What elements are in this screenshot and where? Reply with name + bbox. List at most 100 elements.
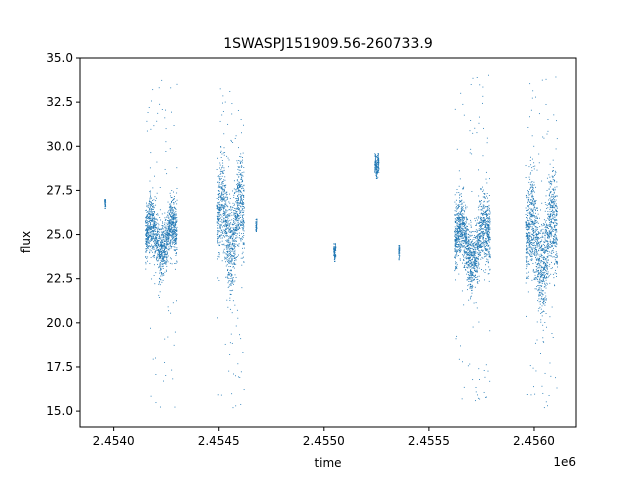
data-point (176, 167, 178, 169)
data-point (173, 215, 175, 216)
data-point (556, 239, 558, 241)
data-point (148, 217, 150, 219)
data-point (219, 220, 221, 222)
data-point (461, 218, 463, 220)
data-point (472, 286, 474, 288)
data-point (229, 193, 231, 195)
data-point (223, 133, 225, 135)
data-point (459, 193, 461, 195)
data-point (467, 257, 469, 259)
data-point (171, 246, 173, 248)
data-point (164, 260, 166, 262)
data-point (463, 232, 465, 234)
data-point (552, 193, 554, 195)
data-point (223, 208, 225, 210)
data-point (169, 223, 171, 225)
data-point (459, 259, 461, 261)
data-point (467, 242, 469, 244)
data-point (229, 342, 231, 344)
data-point (552, 241, 554, 243)
data-point (477, 282, 479, 284)
data-point (542, 274, 544, 276)
data-point (166, 254, 168, 256)
data-point (399, 250, 401, 252)
data-point (468, 258, 470, 260)
data-point (220, 197, 222, 199)
data-point (483, 219, 485, 221)
data-point (489, 228, 491, 230)
data-point (544, 235, 546, 237)
data-point (333, 254, 335, 256)
data-point (220, 193, 222, 195)
data-point (455, 279, 457, 281)
data-point (162, 222, 164, 224)
data-point (540, 241, 541, 242)
data-point (167, 238, 169, 240)
data-point (145, 263, 147, 265)
data-point (220, 237, 222, 239)
data-point (465, 237, 467, 239)
data-point (229, 354, 231, 355)
data-point (154, 218, 156, 219)
data-point (488, 225, 490, 227)
data-point (219, 88, 221, 90)
data-point (470, 148, 472, 150)
data-point (220, 204, 222, 206)
data-point (223, 220, 224, 222)
data-point (152, 222, 154, 224)
data-point (221, 197, 223, 198)
data-point (104, 206, 106, 208)
data-point (227, 217, 229, 219)
data-point (146, 231, 148, 233)
data-point (556, 261, 558, 263)
data-point (236, 180, 238, 182)
data-point (150, 214, 152, 216)
data-point (488, 253, 490, 255)
data-point (541, 239, 543, 241)
data-point (489, 219, 491, 221)
data-point (456, 238, 458, 240)
data-point (153, 237, 154, 239)
data-point (159, 256, 161, 258)
data-point (477, 261, 479, 263)
data-point (228, 231, 230, 233)
data-point (398, 247, 400, 249)
data-point (474, 127, 476, 129)
data-point (378, 158, 380, 160)
data-point (242, 218, 244, 220)
data-point (155, 233, 157, 235)
data-point (465, 240, 467, 242)
data-point (176, 253, 177, 255)
data-point (486, 137, 488, 139)
data-point (458, 185, 460, 187)
data-point (220, 234, 222, 236)
data-point (482, 236, 484, 238)
data-point (529, 244, 531, 246)
data-point (147, 247, 149, 249)
data-point (148, 232, 150, 234)
data-point (222, 102, 223, 104)
data-point (456, 225, 458, 227)
data-point (148, 234, 150, 236)
data-point (461, 235, 463, 237)
data-point (375, 161, 377, 163)
data-point (462, 216, 464, 218)
data-point (239, 163, 241, 164)
data-point (230, 275, 232, 277)
data-point (476, 247, 478, 249)
data-point (458, 212, 459, 214)
data-point (239, 182, 241, 183)
data-point (479, 225, 481, 227)
data-point (455, 338, 457, 340)
data-point (160, 231, 162, 233)
data-point (458, 240, 460, 242)
data-point (550, 245, 552, 247)
data-point (152, 220, 154, 222)
data-point (486, 234, 488, 236)
data-point (149, 235, 151, 237)
data-point (529, 213, 531, 215)
data-point (149, 263, 151, 265)
data-point (476, 219, 478, 221)
data-point (471, 255, 473, 257)
data-point (176, 233, 178, 235)
